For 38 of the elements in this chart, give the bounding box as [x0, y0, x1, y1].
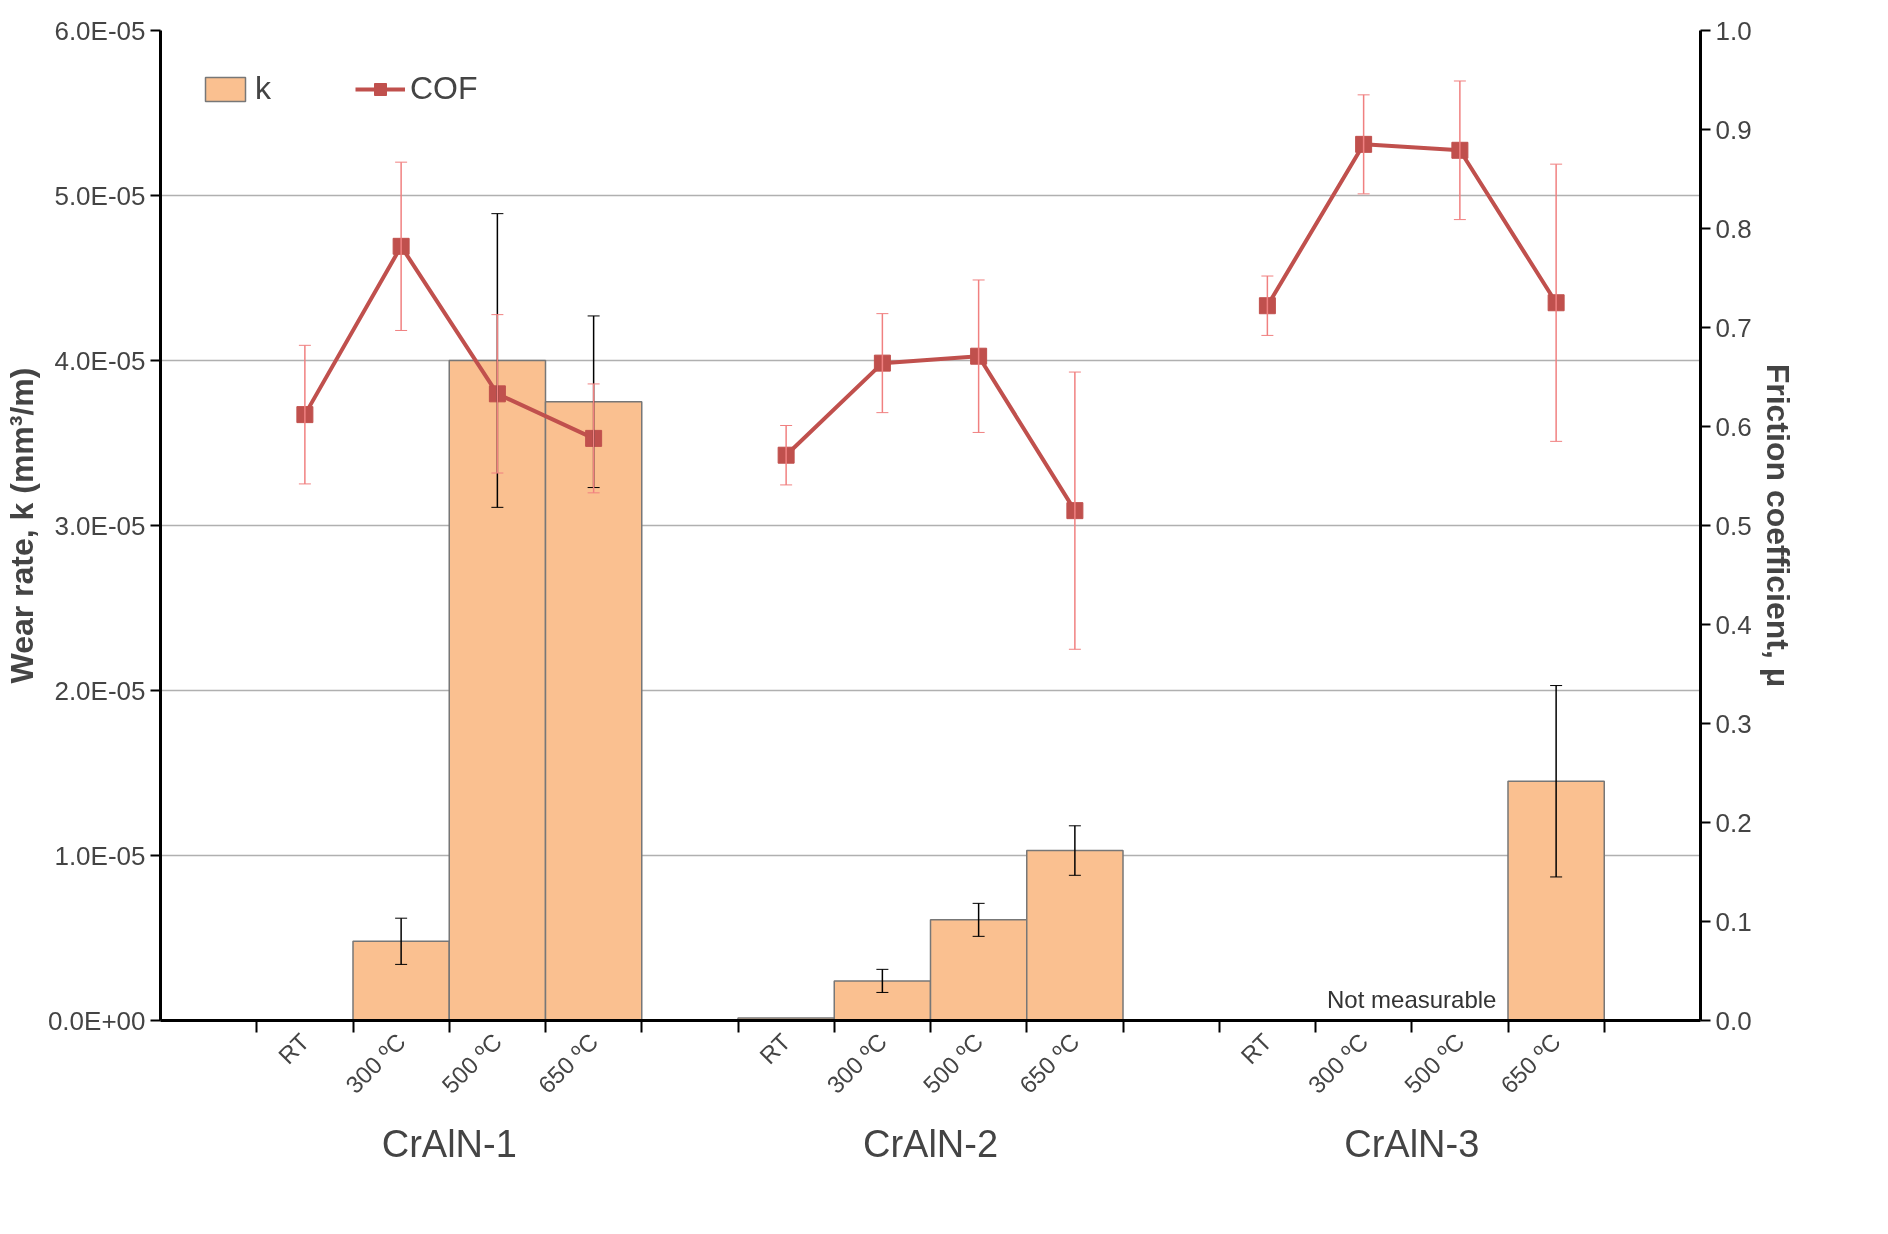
- text: CrAlN-1: [381, 1122, 517, 1165]
- y-axis-title: Wear rate, k (mm³/m): [3, 367, 40, 684]
- y2-tick-label: 0.2: [1715, 807, 1752, 838]
- legend-label: COF: [410, 70, 478, 107]
- y2-tick-label: 0.0: [1715, 1005, 1752, 1036]
- x-tick-label: 500 ºC: [1398, 1027, 1470, 1099]
- y2-tick-label: 0.9: [1715, 114, 1752, 145]
- x-tick-label: 300 ºC: [1302, 1027, 1374, 1099]
- y-tick-label: 0.0E+00: [47, 1005, 146, 1036]
- y2-tick-label: 0.5: [1715, 510, 1752, 541]
- x-tick-label: RT: [754, 1027, 796, 1070]
- y-tick-label: 5.0E-05: [54, 180, 146, 211]
- x-tick-label: 300 ºC: [821, 1027, 892, 1099]
- y2-tick-label: 0.7: [1715, 312, 1752, 343]
- y2-tick-label: 0.8: [1715, 213, 1752, 244]
- x-tick-label: 650 ºC: [1013, 1027, 1085, 1099]
- x-tick-label: RT: [1235, 1027, 1278, 1070]
- y-tick-label: 4.0E-05: [54, 345, 146, 376]
- y-tick-label: 2.0E-05: [54, 675, 146, 706]
- x-tick-label: 500 ºC: [436, 1027, 507, 1099]
- x-tick-label: 650 ºC: [532, 1027, 604, 1099]
- y-tick-label: 3.0E-05: [54, 510, 146, 541]
- y-tick-label: 1.0E-05: [54, 840, 146, 871]
- text: CrAlN-2: [862, 1122, 999, 1165]
- y2-tick-label: 1.0: [1715, 15, 1752, 46]
- x-tick-label: 300 ºC: [340, 1027, 411, 1099]
- y2-tick-label: 0.3: [1715, 708, 1752, 739]
- y2-tick-label: 0.6: [1715, 411, 1752, 442]
- y2-tick-label: 0.4: [1715, 609, 1752, 640]
- text: CrAlN-3: [1344, 1122, 1480, 1165]
- x-tick-label: RT: [273, 1027, 315, 1070]
- y2-axis-title: Friction coefficient, μ: [1759, 363, 1796, 688]
- x-tick-label: 650 ºC: [1495, 1027, 1566, 1099]
- annotation: Not measurable: [1327, 985, 1497, 1013]
- y2-tick-label: 0.1: [1715, 906, 1752, 937]
- y-tick-label: 6.0E-05: [54, 15, 146, 46]
- legend-label: k: [255, 70, 272, 107]
- x-tick-label: 500 ºC: [917, 1027, 989, 1099]
